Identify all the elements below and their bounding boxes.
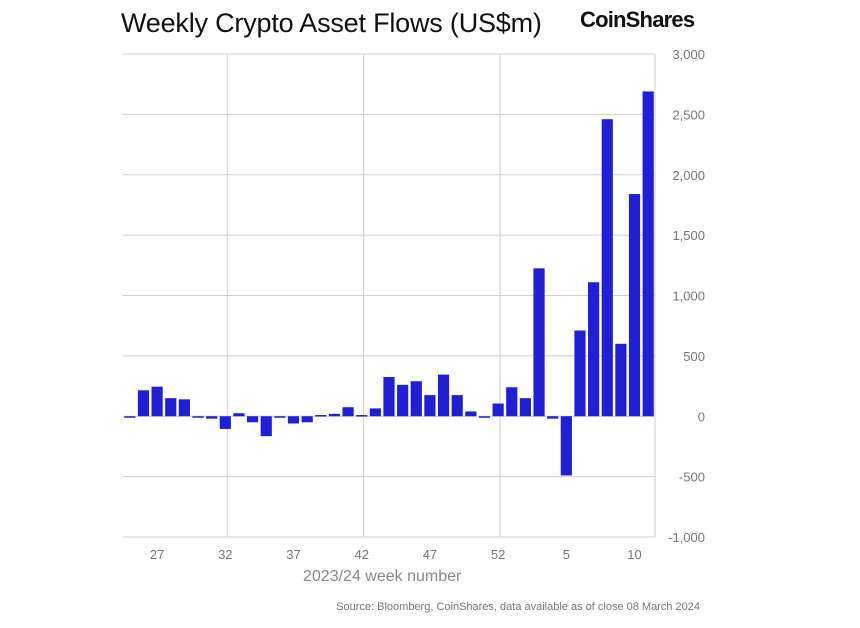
bar	[328, 413, 341, 417]
bar	[506, 387, 518, 417]
bar-layer	[124, 91, 654, 476]
x-tick-label: 42	[354, 547, 368, 562]
y-tick-label: 1,500	[672, 228, 705, 243]
x-tick-label: 10	[627, 547, 641, 562]
bar	[410, 381, 422, 417]
bar	[588, 282, 600, 417]
x-tick-label: 32	[218, 547, 232, 562]
bar	[383, 377, 395, 417]
bar	[465, 411, 477, 417]
y-tick-label: -1,000	[668, 530, 705, 545]
y-tick-label: 2,500	[672, 107, 705, 122]
y-tick-label: 500	[683, 349, 705, 364]
bar	[233, 413, 245, 417]
bar	[260, 416, 272, 437]
bar	[124, 416, 136, 418]
x-tick-label: 5	[563, 547, 570, 562]
brand-logo: CoinShares	[580, 7, 695, 32]
y-tick-label: 2,000	[672, 168, 705, 183]
grid-layer	[123, 53, 656, 538]
bar	[628, 194, 641, 417]
y-tick-label: 3,000	[672, 47, 705, 62]
bar	[137, 390, 150, 417]
bar	[547, 416, 559, 419]
bar	[560, 416, 572, 476]
bar	[574, 330, 586, 417]
bar	[287, 416, 300, 424]
chart-title: Weekly Crypto Asset Flows (US$m)	[121, 8, 542, 38]
y-tick-label: -500	[679, 470, 705, 485]
y-tick-label: 1,000	[672, 289, 705, 304]
bar	[519, 398, 532, 417]
x-tick-label: 47	[423, 547, 437, 562]
bar	[601, 119, 613, 417]
bar	[356, 415, 368, 417]
bar	[437, 374, 450, 417]
bar	[615, 343, 627, 417]
bar	[315, 415, 327, 417]
bar	[151, 386, 163, 417]
bar	[192, 416, 204, 418]
bar	[533, 268, 545, 417]
bar	[424, 395, 436, 417]
bar	[492, 403, 504, 417]
y-tick-label: 0	[698, 409, 705, 424]
bar	[274, 416, 286, 418]
x-tick-label: 37	[286, 547, 300, 562]
bar	[397, 384, 409, 417]
bar	[219, 416, 231, 429]
bar	[369, 408, 381, 417]
x-tick-label: 27	[150, 547, 164, 562]
bar	[301, 416, 313, 423]
bar	[165, 398, 177, 417]
x-axis-label: 2023/24 week number	[303, 568, 462, 585]
bar	[178, 399, 190, 417]
bar	[451, 395, 463, 417]
bar	[478, 416, 491, 418]
bar	[642, 91, 654, 417]
bar	[342, 407, 354, 417]
bar	[206, 416, 218, 419]
source-note: Source: Bloomberg, CoinShares, data avai…	[336, 601, 700, 613]
bar	[246, 416, 259, 423]
tick-layer: -1,000 -500 0 500 1,000 1,500 2,000 2,500 3,000 2…	[150, 47, 705, 562]
x-tick-label: 52	[491, 547, 505, 562]
